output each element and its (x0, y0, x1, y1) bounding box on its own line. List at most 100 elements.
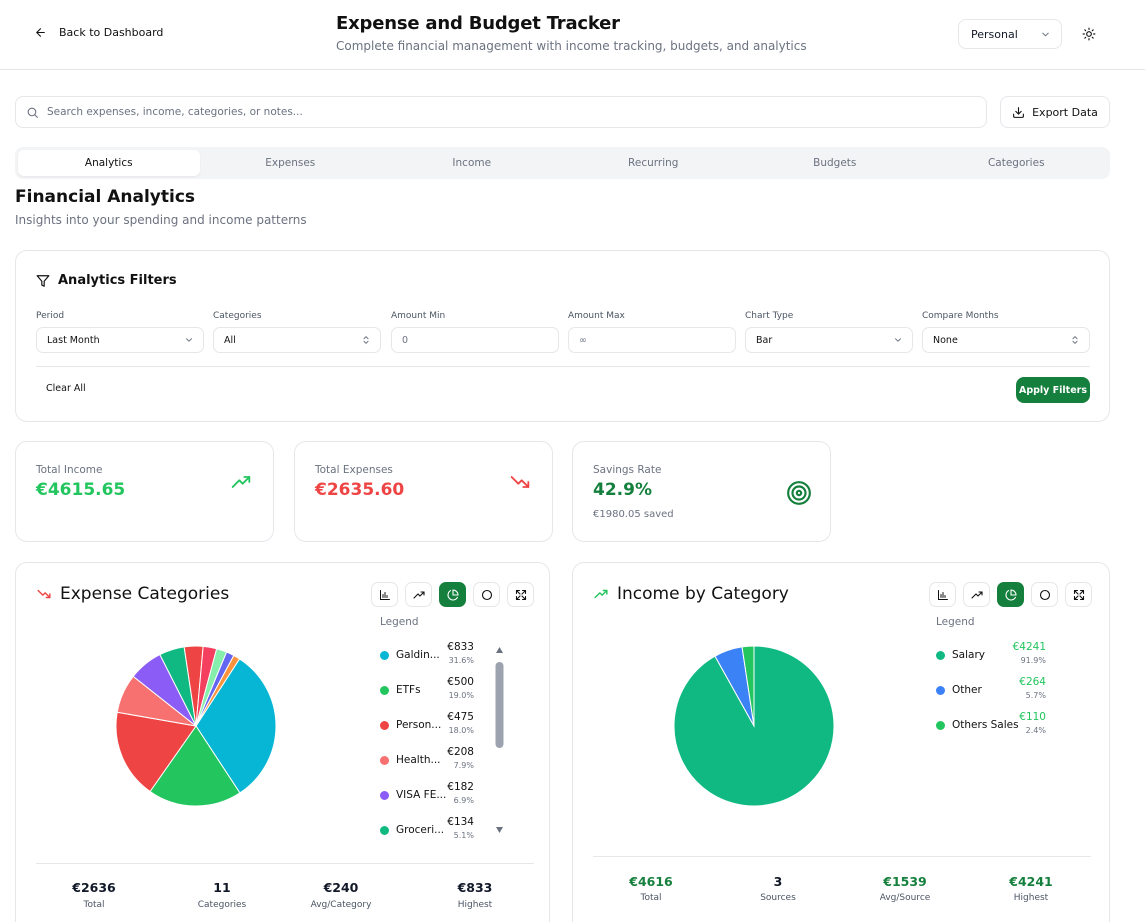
expense-legend-amount: €475 (447, 711, 474, 723)
legend-scrollbar[interactable] (495, 645, 504, 835)
tab-income[interactable]: Income (452, 157, 492, 169)
circle-icon (1039, 589, 1051, 601)
expense-legend-item[interactable]: VISA FE... (380, 788, 446, 802)
chart-type-label: Chart Type (745, 311, 794, 321)
back-label: Back to Dashboard (59, 26, 164, 39)
total-income-card: Total Income €4615.65 (15, 441, 274, 542)
expense-legend-percent: 31.6% (448, 656, 474, 665)
sun-icon (1082, 27, 1096, 41)
trending-up-icon (228, 472, 254, 492)
expense-chart-type-switcher (371, 582, 534, 607)
chevron-down-icon (1040, 29, 1051, 40)
donut-chart-button[interactable] (1031, 582, 1058, 607)
expense-legend-name: Person... (396, 719, 442, 731)
pie-chart-icon (446, 588, 459, 601)
income-legend-name: Salary (952, 649, 985, 661)
search-input[interactable] (47, 106, 947, 118)
income-legend-percent: 91.9% (1020, 656, 1046, 665)
expense-legend-item[interactable]: Person... (380, 718, 441, 732)
chevron-down-icon (893, 335, 903, 345)
compare-months-value: None (933, 334, 958, 346)
income-chart-title: Income by Category (617, 584, 789, 604)
line-chart-button[interactable] (963, 582, 990, 607)
expense-legend-name: Health... (396, 754, 441, 766)
expense-summary-label: Avg/Category (310, 900, 372, 910)
expense-slice-1[interactable] (195, 658, 277, 794)
chevron-down-icon (184, 335, 194, 345)
income-legend-item[interactable]: Other (936, 683, 982, 697)
bar-chart-icon (937, 589, 949, 601)
income-legend-amount: €4241 (1012, 641, 1046, 653)
savings-rate-card: Savings Rate 42.9% €1980.05 saved (572, 441, 831, 542)
expense-slice-11[interactable] (195, 654, 241, 727)
expense-legend-percent: 5.1% (453, 831, 474, 840)
download-icon (1012, 106, 1025, 119)
trending-down-icon (507, 472, 533, 492)
expense-pie-chart (115, 645, 277, 807)
filters-divider (36, 366, 1090, 367)
total-income-value: €4615.65 (36, 480, 126, 500)
expense-legend-amount: €134 (447, 816, 474, 828)
export-data-button[interactable]: Export Data (1000, 96, 1110, 128)
pie-chart-button[interactable] (997, 582, 1024, 607)
tab-analytics[interactable]: Analytics (18, 150, 200, 176)
income-summary-label: Sources (760, 893, 796, 903)
expense-summary-value: €2636 (72, 880, 116, 895)
expense-slice-3[interactable] (115, 711, 197, 793)
income-slice-3[interactable] (741, 645, 755, 727)
expense-legend-item[interactable]: Groceri... (380, 823, 444, 837)
back-to-dashboard-button[interactable]: Back to Dashboard (34, 26, 163, 39)
search-bar (15, 96, 987, 128)
amount-max-input[interactable]: ∞ (568, 327, 736, 353)
expense-slice-2[interactable] (149, 725, 241, 807)
expense-legend-item[interactable]: Health... (380, 753, 441, 767)
period-select[interactable]: Last Month (36, 327, 204, 353)
income-legend-item[interactable]: Salary (936, 648, 985, 662)
expense-legend-item[interactable]: ETFs (380, 683, 421, 697)
expand-icon (515, 589, 527, 601)
circle-icon (481, 589, 493, 601)
line-chart-button[interactable] (405, 582, 432, 607)
compare-months-select[interactable]: None (922, 327, 1090, 353)
income-legend-item[interactable]: Others Sales (936, 718, 1019, 732)
categories-select[interactable]: All (213, 327, 381, 353)
apply-filters-button[interactable]: Apply Filters (1016, 377, 1090, 403)
expand-button[interactable] (507, 582, 534, 607)
donut-chart-button[interactable] (473, 582, 500, 607)
expense-legend-item[interactable]: Galdin... (380, 648, 440, 662)
expense-legend-name: Groceri... (396, 824, 445, 836)
income-summary-value: €4616 (629, 874, 673, 889)
expense-legend-percent: 18.0% (448, 726, 474, 735)
expense-legend-name: Galdin... (396, 649, 440, 661)
arrow-left-icon (34, 26, 47, 39)
amount-min-input[interactable]: 0 (391, 327, 559, 353)
income-legend-amount: €264 (1019, 676, 1046, 688)
chart-type-select[interactable]: Bar (745, 327, 913, 353)
expense-legend-name: ETFs (396, 684, 421, 696)
income-category-card: Income by Category Legend Salary €4241 91.… (572, 562, 1110, 922)
expense-summary-label: Highest (457, 900, 493, 910)
categories-label: Categories (213, 311, 262, 321)
clear-all-button[interactable]: Clear All (46, 383, 86, 394)
tab-expenses[interactable]: Expenses (265, 157, 316, 169)
line-chart-icon (412, 589, 425, 601)
tab-recurring[interactable]: Recurring (628, 157, 679, 169)
expense-summary-value: €833 (457, 880, 493, 895)
expense-legend-dot (380, 650, 389, 660)
total-expenses-card: Total Expenses €2635.60 (294, 441, 553, 542)
expense-legend-dot (380, 790, 389, 800)
amount-min-label: Amount Min (391, 311, 446, 321)
income-summary-value: 3 (773, 874, 783, 889)
theme-toggle-button[interactable] (1078, 23, 1100, 45)
expense-summary-label: Categories (197, 900, 247, 910)
export-label: Export Data (1032, 105, 1098, 119)
bar-chart-button[interactable] (929, 582, 956, 607)
income-legend-name: Others Sales (952, 719, 1019, 731)
expand-button[interactable] (1065, 582, 1092, 607)
profile-select[interactable]: Personal (958, 19, 1062, 49)
pie-chart-button[interactable] (439, 582, 466, 607)
tab-categories[interactable]: Categories (987, 157, 1045, 169)
income-legend-dot (936, 720, 945, 730)
bar-chart-button[interactable] (371, 582, 398, 607)
tab-budgets[interactable]: Budgets (813, 157, 857, 169)
